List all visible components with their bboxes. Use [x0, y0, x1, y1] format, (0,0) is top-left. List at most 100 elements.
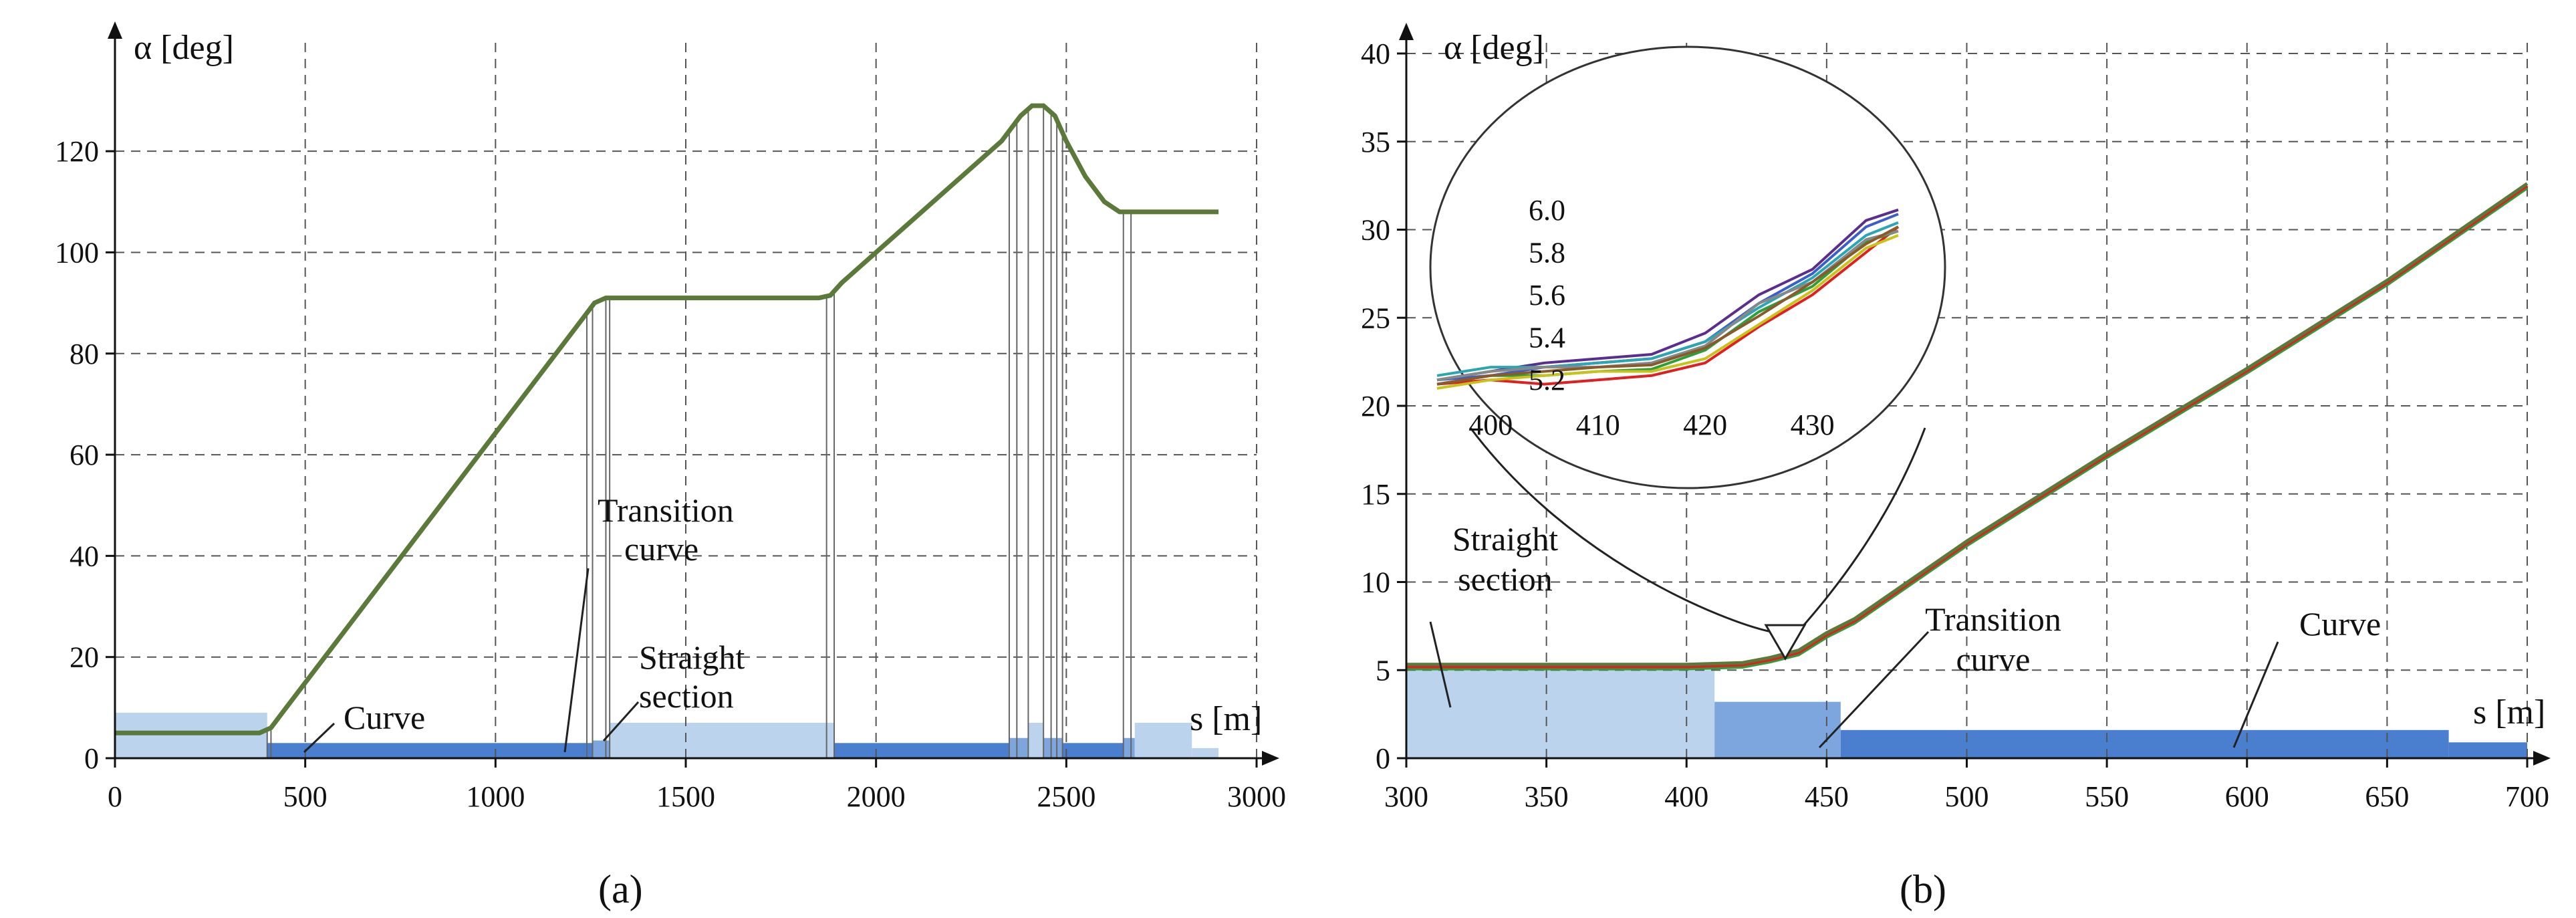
track-bar-transition: [1123, 737, 1135, 758]
y-axis-arrow-icon: [108, 21, 122, 39]
panel-b-ylabel: α [deg]: [1444, 29, 1544, 67]
track-bar-transition: [1043, 737, 1063, 758]
x-tick-label: 400: [1664, 780, 1708, 813]
annot-b-straight: Straight: [1452, 520, 1558, 558]
x-tick-label: 700: [2505, 780, 2549, 813]
panel-a-alpha-line: [115, 103, 1219, 735]
y-tick-label: 35: [1361, 126, 1390, 158]
panel-b-inset-plot: 400 410 420 430 5.2 5.4 5.6 5.8 6.0: [1436, 194, 1900, 441]
y-tick-label: 5: [1376, 654, 1390, 687]
panel-a-ylabel: α [deg]: [134, 29, 234, 67]
track-bar-straight: [1134, 723, 1192, 758]
x-tick-label: 0: [108, 780, 122, 813]
annot-b-curve: Curve: [2299, 605, 2381, 643]
inset-line-red: [1436, 225, 1900, 386]
panel-b-tick-labels: 300 350 400 450 500 550 600 650 700 0 5 10 15 20 25 30 3…: [1361, 37, 2549, 813]
inset-line-gray: [1436, 229, 1899, 382]
inset-y-tick-label: 5.2: [1529, 364, 1565, 396]
track-bar-curve: [2448, 742, 2527, 758]
track-bar-transition: [1714, 701, 1841, 758]
x-tick-label: 350: [1525, 780, 1569, 813]
x-tick-label: 2000: [847, 780, 906, 813]
x-tick-label: 3000: [1227, 780, 1286, 813]
inset-y-tick-label: 6.0: [1529, 194, 1565, 227]
panel-a-grid: [115, 37, 1257, 758]
y-tick-label: 10: [1361, 566, 1390, 599]
x-tick-label: 1500: [656, 780, 715, 813]
x-axis-arrow-icon: [1262, 751, 1279, 766]
track-bar-transition: [592, 740, 610, 758]
panel-a-annotations: Curve Transition curve Straight section: [303, 491, 745, 754]
x-tick-label: 500: [283, 780, 328, 813]
panel-b-xlabel: s [m]: [2473, 693, 2545, 731]
panel-b: 300 350 400 450 500 550 600 650 700 0 5 10 15 20 25 30 3…: [1361, 23, 2551, 911]
panel-a-label: (a): [598, 867, 643, 911]
panel-b-annotations: Straight section Transition curve Curve: [1429, 520, 2381, 749]
y-tick-label: 40: [1361, 37, 1390, 70]
y-tick-label: 80: [70, 338, 99, 370]
inset-line-brown: [1436, 225, 1899, 386]
alpha-line-run-1: [1406, 186, 2529, 671]
y-tick-label: 120: [55, 135, 99, 168]
inset-y-tick-label: 5.4: [1529, 322, 1565, 354]
x-tick-label: 600: [2225, 780, 2269, 813]
annot-b-transition: Transition: [1925, 600, 2061, 638]
panel-a-track-bars: [115, 712, 1219, 758]
panel-a-section-lines: [266, 106, 1132, 758]
annot-a-straight: Straight: [639, 639, 745, 676]
panel-b-grid: [1406, 39, 2528, 758]
track-bar-straight: [115, 712, 267, 758]
track-bar-curve: [267, 743, 593, 758]
track-bar-straight: [610, 723, 835, 758]
y-tick-label: 20: [70, 641, 99, 674]
track-bar-transition: [1009, 737, 1029, 758]
y-tick-label: 0: [1376, 742, 1390, 775]
y-tick-label: 60: [70, 439, 99, 471]
x-tick-label: 550: [2085, 780, 2129, 813]
track-bar-curve: [834, 743, 1009, 758]
inset-x-tick-label: 410: [1576, 409, 1620, 441]
y-tick-label: 40: [70, 540, 99, 572]
y-axis-arrow-icon: [1399, 23, 1414, 40]
panel-a: 0 500 1000 1500 2000 2500 3000020406080100120 …: [55, 21, 1286, 911]
panel-a-axes: [106, 21, 1279, 768]
panel-b-alpha-lines: [1406, 182, 2529, 671]
panel-b-track-bars: [1406, 670, 2527, 758]
x-tick-label: 1000: [466, 780, 525, 813]
y-tick-label: 100: [55, 236, 99, 269]
track-bar-straight: [1192, 748, 1219, 758]
track-bar-curve: [1840, 729, 2449, 758]
annot-a-transition-curve: curve: [624, 530, 698, 568]
panel-a-tick-labels: 0 500 1000 1500 2000 2500 3000 0 20 40 60 80 100 120: [55, 135, 1286, 813]
inset-x-tick-label: 430: [1791, 409, 1835, 441]
inset-x-tick-label: 400: [1468, 409, 1513, 441]
panel-b-label: (b): [1900, 867, 1946, 911]
panel-b-zoom-callout: 400 410 420 430 5.2 5.4 5.6 5.8 6.0: [1429, 45, 1946, 661]
y-tick-label: 0: [84, 742, 99, 775]
inset-y-tick-label: 5.8: [1529, 236, 1565, 269]
track-bar-straight: [1406, 670, 1715, 758]
inset-y-tick-label: 5.6: [1529, 279, 1565, 312]
y-tick-label: 15: [1361, 478, 1390, 511]
zoom-arrow-icon: [1764, 624, 1807, 661]
annot-b-transition-curve: curve: [1956, 641, 2030, 678]
inset-ellipse: [1429, 45, 1946, 489]
y-tick-label: 25: [1361, 302, 1390, 334]
panel-b-axes: [1397, 23, 2551, 768]
annot-b-section: section: [1458, 560, 1553, 598]
x-tick-label: 2500: [1037, 780, 1096, 813]
alpha-line-run-2: [1406, 184, 2529, 669]
track-bar-straight: [1028, 723, 1044, 758]
annot-a-transition: Transition: [598, 491, 734, 529]
annot-a-curve: Curve: [344, 699, 425, 736]
x-tick-label: 650: [2365, 780, 2409, 813]
x-tick-label: 500: [1945, 780, 1989, 813]
panel-a-xlabel: s [m]: [1190, 700, 1262, 738]
x-tick-label: 450: [1805, 780, 1849, 813]
x-tick-label: 300: [1384, 780, 1428, 813]
inset-x-tick-label: 420: [1683, 409, 1727, 441]
x-axis-arrow-icon: [2533, 751, 2551, 766]
annot-a-section: section: [639, 677, 734, 715]
alpha-line-run-3: [1406, 182, 2529, 667]
